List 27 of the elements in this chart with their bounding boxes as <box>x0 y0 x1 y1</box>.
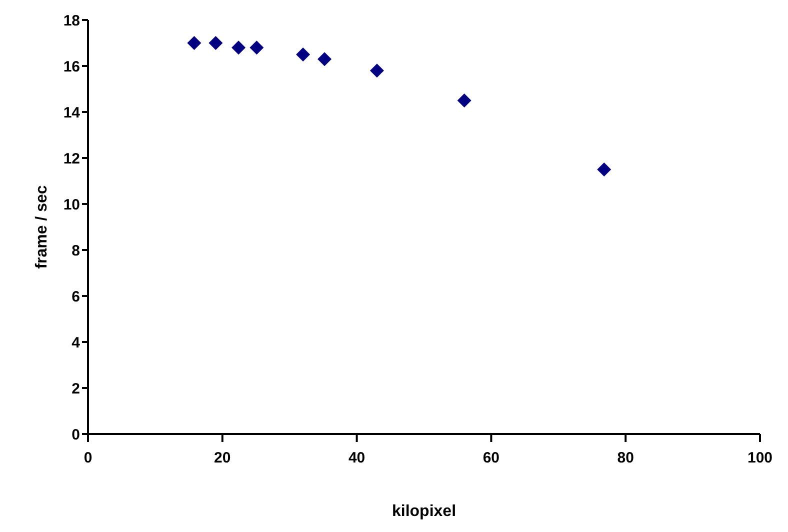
point <box>208 36 223 50</box>
y-tick-label: 4 <box>72 334 81 352</box>
y-tick-label: 6 <box>72 288 80 306</box>
x-tick-label: 80 <box>617 450 634 467</box>
point <box>597 162 612 176</box>
x-tick-label: 60 <box>482 450 500 467</box>
y-tick-label: 16 <box>63 58 80 76</box>
y-tick-label: 12 <box>63 150 80 168</box>
point <box>457 94 472 108</box>
y-axis-title: frame / sec <box>34 185 51 269</box>
point <box>232 40 246 55</box>
x-axis-title: kilopixel <box>392 503 456 520</box>
point <box>250 40 264 55</box>
point <box>187 36 202 50</box>
x-tick-label: 40 <box>348 450 366 467</box>
point <box>370 64 384 78</box>
y-tick-label: 14 <box>63 104 81 122</box>
y-tick-label: 0 <box>72 426 80 444</box>
point <box>296 48 310 62</box>
x-tick-label: 100 <box>747 450 773 467</box>
y-tick-label: 10 <box>63 196 80 214</box>
x-tick-label: 0 <box>84 450 92 467</box>
point <box>318 52 332 66</box>
y-tick-label: 18 <box>63 12 80 30</box>
y-tick-label: 8 <box>72 242 80 260</box>
y-tick-label: 2 <box>72 380 80 398</box>
x-tick-label: 20 <box>214 450 231 467</box>
